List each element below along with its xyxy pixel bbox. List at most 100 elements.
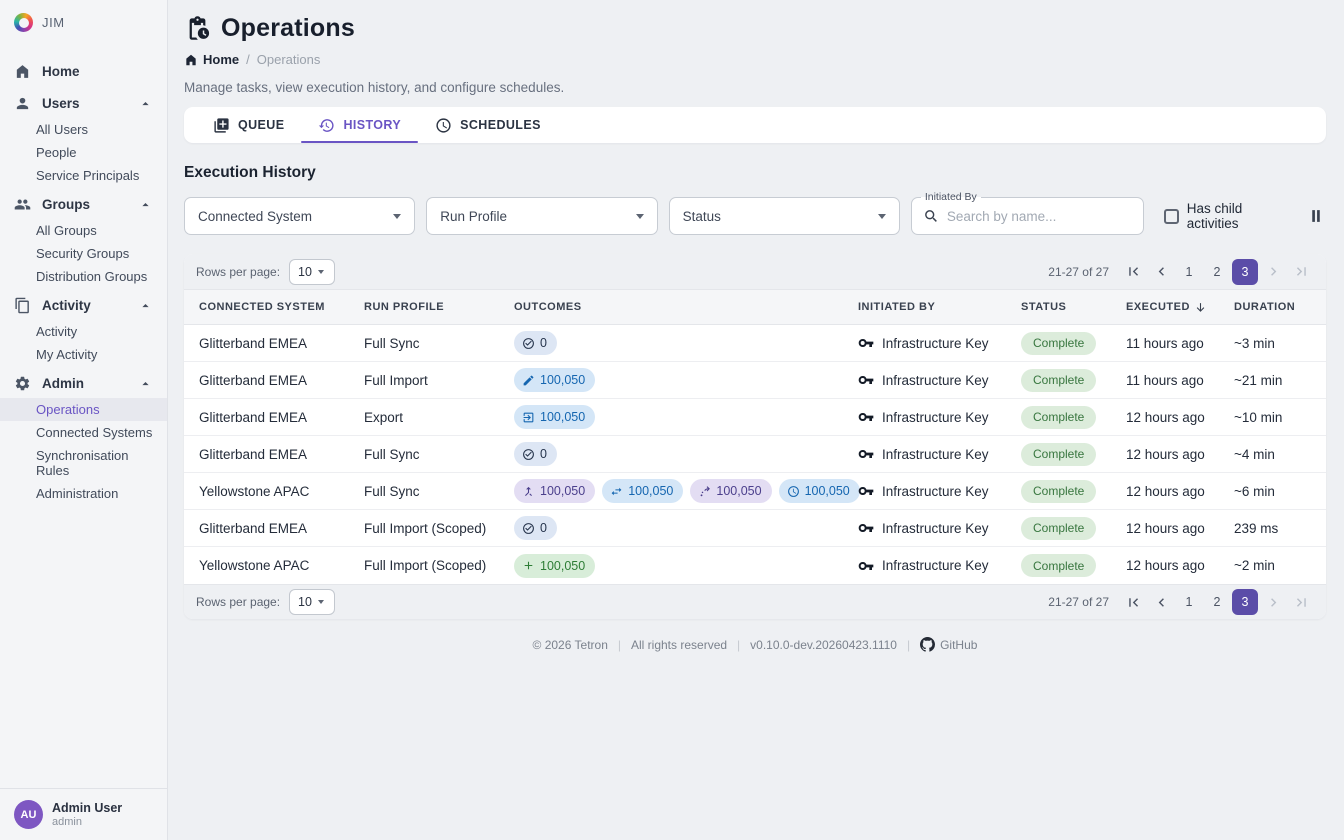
collapse-caret-icon: [138, 96, 153, 111]
page-2-button[interactable]: 2: [1204, 259, 1230, 285]
brand-name: JIM: [42, 15, 65, 30]
page-3-button[interactable]: 3: [1232, 589, 1258, 615]
sidebar-item-activity[interactable]: Activity: [36, 324, 78, 339]
table-row[interactable]: Yellowstone APAC Full Sync 100,050 100,050 1…: [184, 473, 1326, 510]
status-select[interactable]: Status: [668, 197, 900, 235]
table-row[interactable]: Glitterband EMEA Full Import 100,050 Infras…: [184, 362, 1326, 399]
page-2-button[interactable]: 2: [1204, 589, 1230, 615]
breadcrumb-home-link[interactable]: Home: [184, 52, 239, 67]
cell-executed: 12 hours ago: [1126, 446, 1205, 462]
column-header-run-profile[interactable]: RUN PROFILE: [364, 301, 445, 313]
user-subtitle: admin: [52, 816, 82, 828]
gear-icon: [14, 375, 31, 392]
table-row[interactable]: Glitterband EMEA Full Sync 0 Infrastructure…: [184, 436, 1326, 473]
next-page-button[interactable]: [1260, 589, 1286, 615]
sidebar-item-security-groups[interactable]: Security Groups: [36, 246, 130, 261]
cell-connected-system: Yellowstone APAC: [199, 483, 310, 499]
tab-history[interactable]: HISTORY: [301, 107, 418, 143]
outcome-badge: 100,050: [514, 405, 596, 429]
rows-per-page-select[interactable]: 10: [289, 589, 336, 615]
page-3-button[interactable]: 3: [1232, 258, 1258, 285]
column-header-outcomes[interactable]: OUTCOMES: [514, 301, 582, 313]
table-row[interactable]: Glitterband EMEA Export 100,050 Infrastruct…: [184, 399, 1326, 436]
previous-page-button[interactable]: [1148, 259, 1174, 285]
status-badge: Complete: [1021, 554, 1097, 577]
last-page-button[interactable]: [1288, 589, 1314, 615]
sidebar-item-service-principals[interactable]: Service Principals: [36, 168, 140, 183]
chevron-down-icon: [877, 213, 886, 219]
search-input[interactable]: [946, 208, 1132, 224]
key-icon: [858, 446, 874, 462]
sidebar-item-all-groups[interactable]: All Groups: [36, 223, 97, 238]
run-profile-select[interactable]: Run Profile: [426, 197, 658, 235]
column-header-connected-system[interactable]: CONNECTED SYSTEM: [199, 301, 325, 313]
sidebar-item-groups[interactable]: Groups: [0, 190, 167, 219]
first-page-button[interactable]: [1120, 259, 1146, 285]
cell-executed: 12 hours ago: [1126, 483, 1205, 499]
sidebar-user[interactable]: AU Admin User admin: [0, 788, 167, 840]
table-row[interactable]: Yellowstone APAC Full Import (Scoped) 100,…: [184, 547, 1326, 584]
outcome-badge: 100,050: [514, 479, 596, 503]
tab-bar: QUEUE HISTORY SCHEDULES: [184, 107, 1326, 143]
pagination-range: 21-27 of 27: [1048, 264, 1109, 279]
jim-logo-icon: [14, 13, 33, 32]
cell-initiated-by: Infrastructure Key: [858, 483, 1021, 499]
column-header-duration[interactable]: DURATION: [1234, 301, 1296, 313]
cell-outcomes: 0: [514, 442, 858, 466]
cell-run-profile: Full Sync: [364, 483, 420, 499]
page-1-button[interactable]: 1: [1176, 259, 1202, 285]
rows-per-page-select[interactable]: 10: [289, 258, 336, 285]
user-name: Admin User: [52, 801, 123, 815]
checkbox-unchecked[interactable]: [1163, 208, 1179, 224]
sidebar-item-synchronisation-rules[interactable]: Synchronisation Rules: [36, 448, 129, 478]
sort-desc-icon: [1194, 301, 1207, 314]
cell-outcomes: 100,050: [514, 368, 858, 392]
sidebar-item-connected-systems[interactable]: Connected Systems: [36, 425, 153, 440]
sidebar-item-operations[interactable]: Operations: [0, 398, 167, 421]
column-header-initiated-by[interactable]: INITIATED BY: [858, 301, 936, 313]
next-page-button[interactable]: [1260, 259, 1286, 285]
collapse-caret-icon: [138, 376, 153, 391]
home-icon: [14, 63, 31, 80]
github-icon: [920, 637, 936, 652]
github-link[interactable]: GitHub: [920, 637, 977, 652]
sidebar-item-home[interactable]: Home: [0, 57, 167, 86]
sidebar-nav: Home Users All Users People Service Principa…: [0, 44, 167, 505]
cell-executed: 11 hours ago: [1126, 372, 1204, 388]
connected-system-select[interactable]: Connected System: [184, 197, 416, 235]
export-icon: [522, 411, 535, 424]
sidebar-item-my-activity[interactable]: My Activity: [36, 347, 98, 362]
sidebar-item-distribution-groups[interactable]: Distribution Groups: [36, 269, 148, 284]
last-page-button[interactable]: [1288, 259, 1314, 285]
pause-refresh-button[interactable]: [1306, 206, 1326, 226]
cell-status: Complete: [1021, 331, 1126, 355]
main-content: Operations Home / Operations Manage task…: [168, 0, 1344, 840]
table-row[interactable]: Glitterband EMEA Full Import (Scoped) 0 Inf…: [184, 510, 1326, 547]
cell-status: Complete: [1021, 554, 1126, 577]
status-badge: Complete: [1021, 405, 1097, 429]
sidebar-item-all-users[interactable]: All Users: [36, 122, 89, 137]
column-header-executed[interactable]: EXECUTED: [1126, 301, 1234, 314]
first-page-button[interactable]: [1120, 589, 1146, 615]
cell-outcomes: 0: [514, 516, 858, 540]
sidebar-item-admin[interactable]: Admin: [0, 369, 167, 398]
column-header-status[interactable]: STATUS: [1021, 301, 1067, 313]
merge-icon: [522, 485, 535, 498]
sidebar-item-activity[interactable]: Activity: [0, 291, 167, 320]
sidebar-item-users[interactable]: Users: [0, 89, 167, 118]
tab-schedules[interactable]: SCHEDULES: [418, 107, 558, 143]
page-1-button[interactable]: 1: [1176, 589, 1202, 615]
cell-executed: 11 hours ago: [1126, 335, 1204, 351]
cell-duration: ~6 min: [1234, 483, 1275, 499]
tab-queue[interactable]: QUEUE: [196, 107, 301, 143]
sidebar-item-people[interactable]: People: [36, 145, 77, 160]
sidebar-item-administration[interactable]: Administration: [36, 486, 119, 501]
previous-page-button[interactable]: [1148, 589, 1174, 615]
chevron-down-icon: [317, 600, 324, 604]
cell-initiated-by: Infrastructure Key: [858, 335, 1021, 351]
table-row[interactable]: Glitterband EMEA Full Sync 0 Infrastructure…: [184, 325, 1326, 362]
pagination-top: 21-27 of 27 1 2 3: [1048, 258, 1314, 285]
outcome-badge: 100,050: [514, 368, 596, 392]
has-child-activities-toggle[interactable]: Has child activities: [1163, 201, 1295, 231]
brand-logo[interactable]: JIM: [0, 0, 167, 44]
